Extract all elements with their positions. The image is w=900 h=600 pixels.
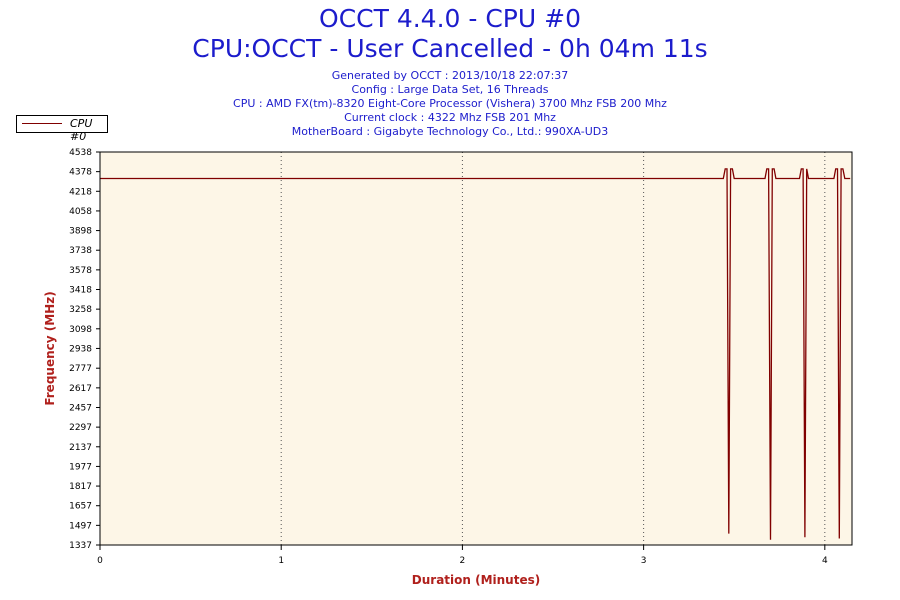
y-tick-label: 3258 bbox=[69, 305, 92, 315]
y-tick-label: 3418 bbox=[69, 286, 92, 296]
legend-swatch bbox=[22, 123, 62, 124]
x-tick-label: 4 bbox=[822, 556, 828, 566]
info-current-clock: Current clock : 4322 Mhz FSB 201 Mhz bbox=[344, 111, 556, 124]
x-tick-label: 2 bbox=[460, 556, 466, 566]
y-tick-label: 4058 bbox=[69, 207, 92, 217]
legend-label: CPU #0 bbox=[70, 117, 93, 143]
y-tick-label: 1337 bbox=[69, 541, 92, 551]
x-tick-label: 1 bbox=[278, 556, 284, 566]
x-axis-label: Duration (Minutes) bbox=[412, 573, 540, 587]
y-tick-label: 4538 bbox=[69, 148, 92, 158]
legend: CPU #0 bbox=[16, 115, 108, 143]
info-generated: Generated by OCCT : 2013/10/18 22:07:37 bbox=[331, 69, 569, 82]
plot-frame bbox=[99, 151, 853, 546]
y-tick-label: 1817 bbox=[69, 482, 92, 492]
y-axis-label: Frequency (MHz) bbox=[43, 291, 57, 405]
series-line-cpu0 bbox=[100, 168, 851, 540]
info-cpu: CPU : AMD FX(tm)-8320 Eight-Core Process… bbox=[233, 97, 667, 110]
chart-subtitle: CPU:OCCT - User Cancelled - 0h 04m 11s bbox=[192, 34, 708, 63]
y-tick-label: 3098 bbox=[69, 325, 92, 335]
plot-area bbox=[100, 152, 852, 545]
chart-title: OCCT 4.4.0 - CPU #0 bbox=[319, 4, 581, 33]
x-tick-label: 0 bbox=[97, 556, 103, 566]
y-tick-label: 4218 bbox=[69, 187, 92, 197]
y-tick-label: 2137 bbox=[69, 443, 92, 453]
x-tick-label: 3 bbox=[641, 556, 647, 566]
y-tick-label: 1497 bbox=[69, 521, 92, 531]
y-tick-label: 3578 bbox=[69, 266, 92, 276]
y-tick-label: 2617 bbox=[69, 384, 92, 394]
y-tick-label: 3898 bbox=[69, 227, 92, 237]
y-tick-label: 3738 bbox=[69, 246, 92, 256]
y-tick-label: 2938 bbox=[69, 344, 92, 354]
y-tick-label: 2297 bbox=[69, 423, 92, 433]
y-tick-label: 2457 bbox=[69, 403, 92, 413]
y-tick-label: 1657 bbox=[69, 502, 92, 512]
y-tick-label: 4378 bbox=[69, 168, 92, 178]
info-config: Config : Large Data Set, 16 Threads bbox=[351, 83, 549, 96]
y-tick-label: 2777 bbox=[69, 364, 92, 374]
info-motherboard: MotherBoard : Gigabyte Technology Co., L… bbox=[291, 125, 609, 138]
y-tick-label: 1977 bbox=[69, 462, 92, 472]
